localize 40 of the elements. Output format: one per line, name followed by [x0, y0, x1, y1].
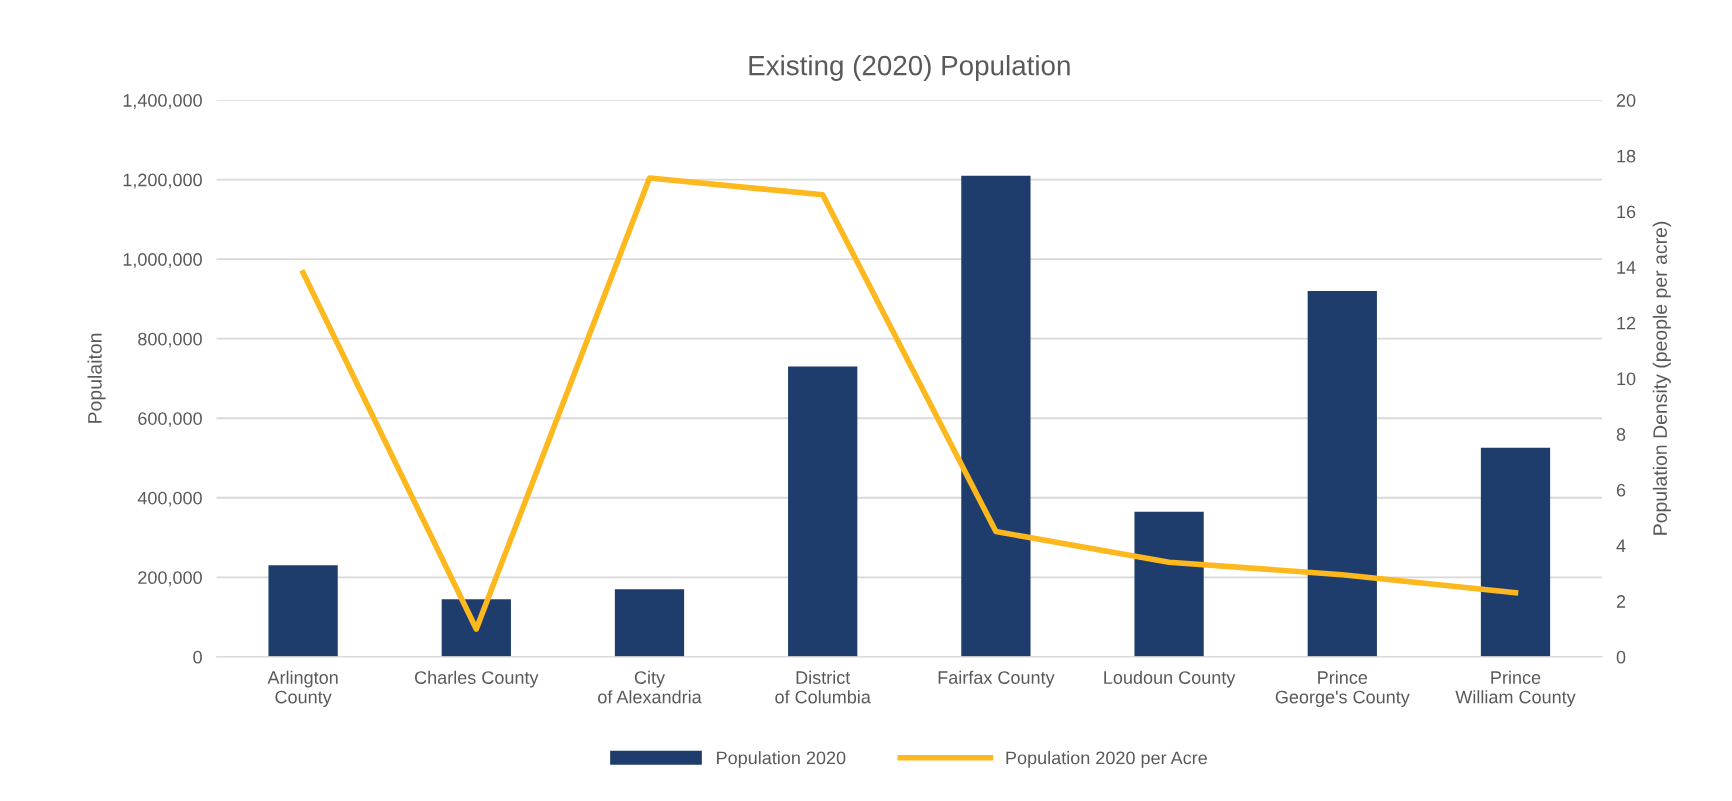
x-tick-label: District of Columbia: [775, 670, 871, 704]
x-tick-label: Arlington County: [267, 670, 338, 707]
bar: [788, 366, 858, 657]
y-axis-title: Populaiton: [87, 333, 106, 423]
x-tick-label: Loudoun County: [1104, 670, 1236, 688]
bar: [961, 175, 1031, 657]
bar: [268, 565, 338, 657]
y-tick-label: 1,000,000: [123, 253, 202, 269]
x-tick-label: Prince George's County: [1275, 670, 1410, 707]
y-tick-label: 400,000: [137, 491, 202, 507]
y-tick-label: 0: [193, 650, 202, 664]
y-tick-label: 1,200,000: [123, 173, 202, 189]
y2-tick-label: 12: [1617, 316, 1636, 330]
y-tick-label: 1,400,000: [123, 94, 202, 109]
bar: [441, 599, 511, 657]
y2-tick-label: 8: [1616, 428, 1626, 441]
bar: [1480, 447, 1551, 657]
y2-tick-label: 2: [1616, 595, 1626, 608]
y2-tick-label: 10: [1617, 372, 1636, 386]
y2-tick-label: 14: [1617, 261, 1636, 274]
x-tick-label: City of Alexandria: [598, 670, 702, 704]
y2-tick-label: 4: [1616, 539, 1626, 553]
x-tick-label: Fairfax County: [938, 670, 1055, 688]
y2-tick-label: 6: [1616, 483, 1626, 497]
chart-title: Existing (2020) Population: [749, 54, 1070, 81]
bar: [1134, 511, 1204, 657]
x-tick-label: Charles County: [415, 670, 539, 688]
y2-tick-label: 16: [1617, 205, 1636, 219]
bar: [1307, 290, 1377, 657]
legend-label: Population 2020: [717, 751, 846, 768]
y-tick-label: 800,000: [138, 332, 202, 348]
y2-tick-label: 0: [1616, 650, 1626, 664]
y2-tick-label: 20: [1616, 94, 1636, 107]
y2-tick-label: 18: [1617, 149, 1636, 163]
x-tick-label: Prince William County: [1455, 670, 1576, 707]
legend-label: Population 2020 per Acre: [1006, 751, 1207, 768]
y2-axis-title: Population Density (people per acre): [1652, 221, 1671, 535]
y-tick-label: 200,000: [138, 571, 202, 587]
y-tick-label: 600,000: [138, 412, 202, 428]
bar: [614, 589, 685, 657]
